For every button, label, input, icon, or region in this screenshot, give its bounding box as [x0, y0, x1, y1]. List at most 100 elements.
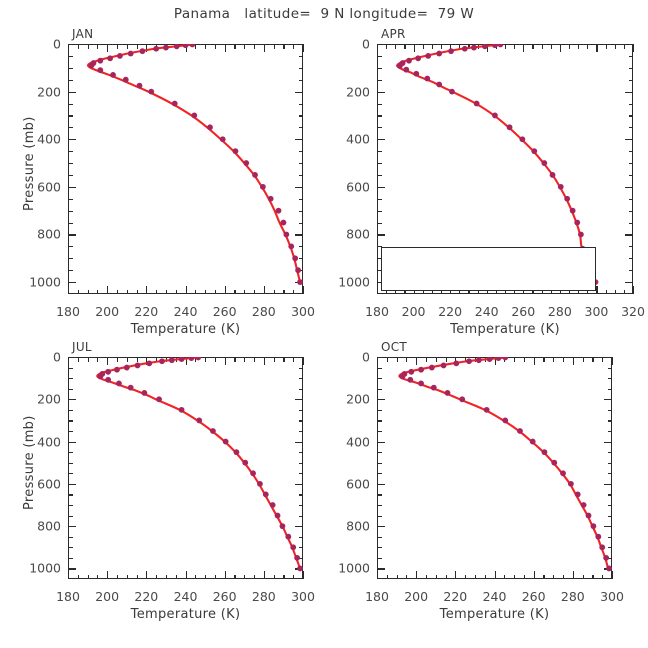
axis-tick	[553, 357, 555, 362]
axis-tick	[377, 505, 382, 507]
axis-tick	[68, 286, 70, 294]
raob-marker	[105, 368, 112, 375]
axis-tick	[303, 286, 305, 294]
raob-marker	[122, 76, 129, 83]
axis-tick	[435, 357, 437, 362]
axis-tick	[298, 174, 303, 177]
axis-tick	[195, 44, 197, 49]
ytick-label: 1000	[338, 274, 370, 290]
axis-tick	[295, 357, 303, 359]
axis-tick	[377, 163, 382, 165]
axis-tick	[628, 270, 633, 272]
axis-tick	[578, 289, 580, 294]
axis-tick	[494, 357, 496, 365]
axis-tick	[607, 378, 612, 380]
axis-tick	[377, 473, 382, 475]
ytick-label: 400	[346, 434, 370, 450]
axis-tick	[587, 44, 589, 49]
axis-tick	[514, 289, 516, 294]
axis-tick	[628, 79, 633, 81]
axis-tick	[263, 357, 265, 365]
axis-tick	[77, 357, 79, 362]
raob-marker	[148, 88, 155, 95]
axis-tick	[254, 289, 256, 294]
axis-tick	[97, 574, 99, 579]
raob-marker	[189, 44, 196, 48]
axis-tick	[474, 574, 476, 579]
raob-marker	[117, 53, 123, 59]
axis-tick	[146, 44, 148, 52]
ytick-label: 1000	[29, 274, 61, 290]
axis-tick	[244, 44, 246, 49]
xtick-label: 280	[547, 304, 572, 319]
axis-tick	[377, 44, 379, 52]
raob-marker	[495, 357, 502, 361]
raob-marker	[574, 219, 581, 226]
axis-tick	[298, 515, 303, 517]
axis-tick	[455, 571, 457, 579]
ytick-label: 800	[346, 518, 370, 534]
axis-tick	[97, 289, 99, 294]
xtick-label: 200	[95, 589, 120, 604]
raob-marker	[178, 406, 185, 413]
raob-marker	[557, 183, 564, 190]
axis-tick	[175, 574, 177, 579]
axis-tick	[445, 357, 447, 362]
axis-tick	[205, 574, 207, 579]
axis-tick	[396, 574, 398, 579]
raob-marker	[449, 88, 455, 95]
raob-marker	[502, 357, 509, 361]
axis-tick	[505, 289, 507, 294]
axis-tick	[116, 44, 119, 49]
axis-tick	[68, 44, 70, 52]
ytick-label: 800	[346, 226, 370, 242]
axis-tick	[628, 55, 633, 57]
axis-tick	[68, 568, 76, 570]
axis-tick	[298, 210, 303, 212]
axis-tick	[295, 234, 303, 236]
axis-tick	[303, 571, 305, 579]
axis-tick	[596, 44, 598, 52]
axis-tick	[628, 246, 633, 248]
axis-tick	[607, 494, 612, 496]
xtick-label: 280	[560, 589, 585, 604]
raob-marker	[280, 219, 287, 226]
axis-tick	[543, 574, 545, 579]
axis-tick	[377, 367, 382, 369]
panel-label-oct: OCT	[381, 340, 408, 354]
raob-marker	[466, 358, 472, 365]
axis-tick	[377, 186, 385, 188]
axis-tick	[254, 44, 256, 49]
axis-tick	[295, 186, 303, 188]
axis-tick	[136, 44, 138, 49]
axis-tick	[386, 357, 388, 362]
axis-tick	[303, 357, 305, 365]
axis-tick	[494, 571, 496, 579]
axis-tick	[386, 574, 388, 579]
raob-marker	[517, 428, 523, 434]
axis-tick	[607, 557, 612, 559]
axis-tick	[459, 289, 461, 294]
xtick-label: 220	[443, 589, 468, 604]
raob-marker	[418, 380, 424, 387]
axis-tick	[303, 44, 305, 52]
axis-tick	[377, 55, 382, 57]
axis-tick	[116, 574, 119, 579]
x-axis-title: Temperature (K)	[130, 607, 241, 622]
axis-tick	[605, 44, 607, 49]
figure-title: Panama latitude= 9 N longitude= 79 W	[173, 6, 475, 22]
raob-marker	[407, 376, 414, 383]
axis-tick	[625, 139, 633, 141]
xtick-label: 280	[251, 304, 276, 319]
axis-tick	[523, 574, 525, 579]
axis-tick	[68, 186, 76, 188]
axis-tick	[377, 115, 382, 117]
raob-marker	[428, 364, 435, 371]
axis-tick	[195, 357, 197, 362]
axis-tick	[68, 473, 73, 475]
raob-marker	[97, 67, 104, 74]
axis-tick	[68, 55, 73, 57]
